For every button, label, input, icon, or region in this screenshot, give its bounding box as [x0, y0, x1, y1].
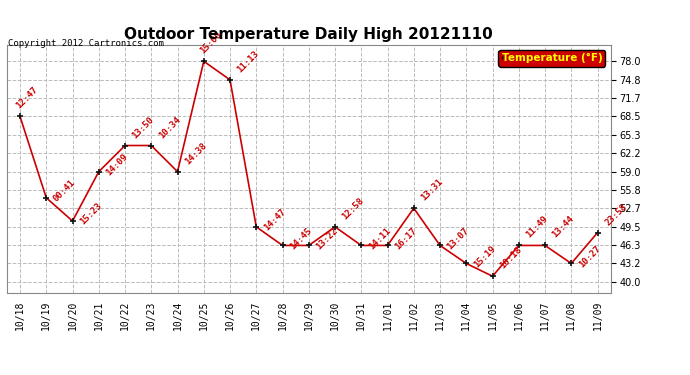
Text: 13:07: 13:07 [446, 226, 471, 251]
Text: 10:18: 10:18 [498, 245, 524, 271]
Text: 13:22: 13:22 [315, 226, 339, 251]
Text: 11:13: 11:13 [235, 49, 261, 74]
Text: 10:27: 10:27 [577, 244, 602, 269]
Text: 12:47: 12:47 [14, 86, 40, 111]
Text: 14:47: 14:47 [262, 207, 287, 232]
Text: 12:58: 12:58 [341, 196, 366, 221]
Text: 00:41: 00:41 [52, 178, 77, 203]
Text: 10:34: 10:34 [157, 115, 182, 140]
Text: 13:44: 13:44 [551, 214, 576, 240]
Text: 14:45: 14:45 [288, 226, 313, 251]
Legend: Temperature (°F): Temperature (°F) [498, 50, 605, 66]
Text: 11:49: 11:49 [524, 214, 550, 240]
Text: 15:00: 15:00 [198, 30, 224, 56]
Text: 16:17: 16:17 [393, 226, 418, 251]
Text: 14:38: 14:38 [183, 141, 208, 166]
Title: Outdoor Temperature Daily High 20121110: Outdoor Temperature Daily High 20121110 [124, 27, 493, 42]
Text: 14:09: 14:09 [104, 152, 130, 177]
Text: 13:31: 13:31 [420, 177, 444, 203]
Text: 14:11: 14:11 [367, 226, 392, 251]
Text: Copyright 2012 Cartronics.com: Copyright 2012 Cartronics.com [8, 39, 164, 48]
Text: 23:58: 23:58 [603, 202, 629, 227]
Text: 15:23: 15:23 [78, 201, 104, 226]
Text: 15:19: 15:19 [472, 244, 497, 269]
Text: 13:50: 13:50 [130, 115, 156, 140]
